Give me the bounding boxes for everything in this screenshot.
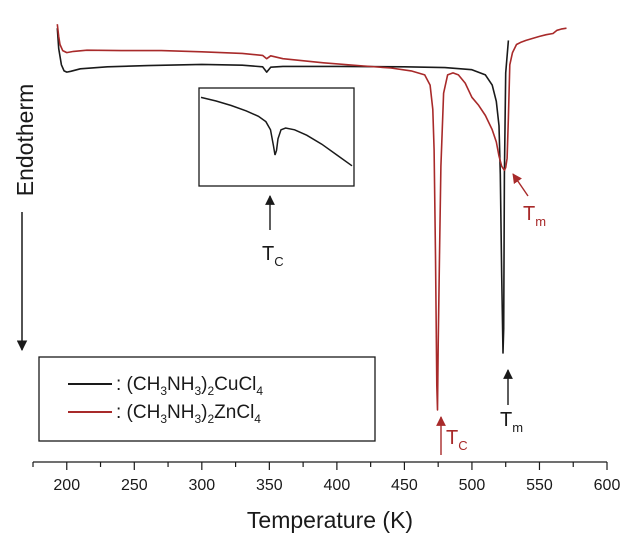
x-tick-label: 600 [594, 477, 621, 494]
legend: : (CH3NH3)2CuCl4 : (CH3NH3)2ZnCl4 [38, 356, 376, 442]
series-layer [56, 24, 567, 411]
tm-zn-label: Tm [523, 203, 546, 229]
inset-curve [200, 96, 353, 167]
legend-label-cucl4: : (CH3NH3)2CuCl4 [116, 374, 263, 398]
tm-cu-label: Tm [500, 409, 523, 435]
x-tick-label: 200 [53, 477, 80, 494]
x-tick-label: 400 [324, 477, 351, 494]
x-axis: 200 250 300 350 400 450 500 550 600 [32, 461, 621, 494]
inset-plot [198, 87, 355, 187]
tc-zn-label: TC [446, 427, 468, 453]
x-axis-title: Temperature (K) [247, 507, 413, 533]
x-tick-label: 300 [188, 477, 215, 494]
inset-curve-layer [200, 96, 353, 167]
tc-cu-label: TC [262, 243, 284, 269]
x-tick-label: 250 [121, 477, 148, 494]
x-tick-label: 350 [256, 477, 283, 494]
series-line-cucl4 [56, 28, 510, 354]
x-tick-label: 500 [459, 477, 486, 494]
series-line-zncl4 [56, 24, 567, 411]
x-tick-label: 450 [391, 477, 418, 494]
y-axis-title: Endotherm [12, 84, 38, 197]
legend-frame [38, 356, 376, 442]
legend-label-zncl4: : (CH3NH3)2ZnCl4 [116, 402, 261, 426]
inset-frame [198, 87, 355, 187]
x-tick-label: 550 [526, 477, 553, 494]
tm-zn-arrow [512, 173, 529, 197]
